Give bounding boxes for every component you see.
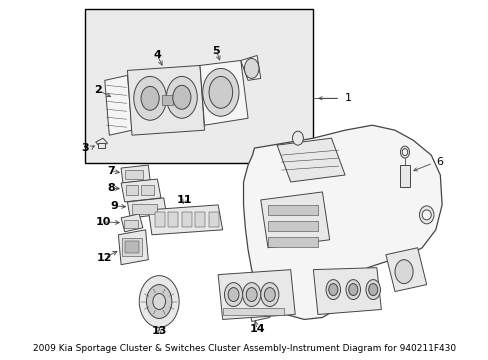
Bar [267,221,317,231]
Bar [182,212,191,227]
Bar [141,185,153,195]
Bar [195,212,205,227]
Ellipse shape [166,76,197,118]
Ellipse shape [325,280,340,300]
Ellipse shape [328,284,337,296]
Text: 4: 4 [153,50,161,60]
Polygon shape [243,125,441,319]
Text: 2009 Kia Sportage Cluster & Switches Cluster Assembly-Instrument Diagram for 940: 2009 Kia Sportage Cluster & Switches Clu… [33,344,455,353]
Text: 11: 11 [177,195,192,205]
Bar [124,170,142,179]
Bar [162,95,172,105]
Bar [84,9,313,163]
Polygon shape [121,165,150,183]
Ellipse shape [346,280,360,300]
Polygon shape [260,192,329,248]
Ellipse shape [260,283,278,306]
Polygon shape [218,270,295,319]
Polygon shape [313,268,381,315]
Polygon shape [104,75,132,135]
Ellipse shape [421,210,430,220]
Polygon shape [96,138,107,147]
Text: 1: 1 [345,93,351,103]
Bar [222,307,284,315]
Ellipse shape [348,284,357,296]
Ellipse shape [368,284,377,296]
Bar [122,238,142,256]
Polygon shape [118,230,148,265]
Polygon shape [127,198,166,218]
Text: 13: 13 [151,327,166,336]
Polygon shape [127,66,204,135]
Ellipse shape [419,206,433,224]
Bar [124,241,139,253]
Ellipse shape [394,260,412,284]
Polygon shape [385,248,426,292]
Ellipse shape [242,283,260,306]
Bar [267,237,317,247]
Text: 12: 12 [97,253,112,263]
Ellipse shape [172,85,190,109]
Ellipse shape [139,276,179,328]
Polygon shape [121,179,161,202]
Text: 8: 8 [107,183,115,193]
Bar [97,143,104,148]
Ellipse shape [246,288,257,302]
Text: 6: 6 [435,157,442,167]
Polygon shape [121,214,142,232]
Ellipse shape [227,288,239,302]
Ellipse shape [264,288,275,302]
Polygon shape [277,138,345,182]
Bar [123,220,138,228]
Text: 7: 7 [107,166,115,176]
Text: 5: 5 [212,45,220,55]
Ellipse shape [292,131,303,145]
Bar [168,212,178,227]
Ellipse shape [209,76,232,108]
Bar [132,204,157,214]
Bar [267,205,317,215]
Polygon shape [200,60,247,125]
Ellipse shape [134,76,166,120]
Bar [154,212,164,227]
Ellipse shape [146,285,172,319]
Ellipse shape [400,146,408,158]
Ellipse shape [244,58,259,78]
Ellipse shape [224,283,242,306]
Ellipse shape [365,280,380,300]
Text: 14: 14 [249,324,264,334]
Ellipse shape [153,293,165,310]
Text: 10: 10 [95,217,110,227]
Polygon shape [245,275,269,321]
Ellipse shape [141,86,159,110]
Bar [399,165,409,187]
Text: 2: 2 [94,85,102,95]
Bar [125,185,138,195]
Polygon shape [240,55,260,80]
Ellipse shape [402,149,407,156]
Bar [209,212,219,227]
Text: 3: 3 [81,143,88,153]
Polygon shape [148,205,222,235]
Ellipse shape [203,68,239,116]
Text: 9: 9 [110,201,118,211]
